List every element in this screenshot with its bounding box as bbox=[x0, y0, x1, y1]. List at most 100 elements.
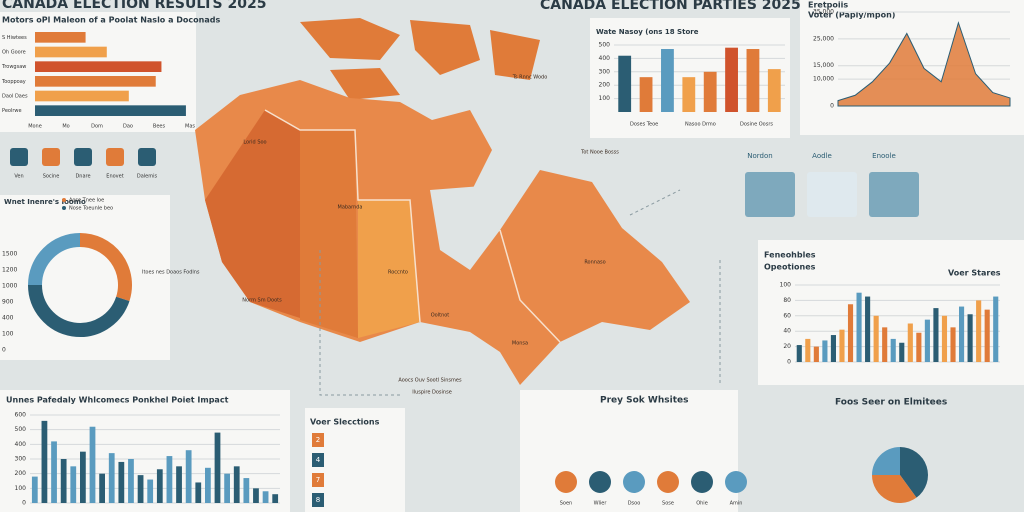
bar bbox=[35, 61, 162, 72]
step-number: 4 bbox=[316, 456, 321, 464]
icon bbox=[138, 148, 156, 166]
icon bbox=[691, 471, 713, 493]
bar bbox=[865, 296, 871, 362]
bar bbox=[639, 77, 653, 112]
icon bbox=[555, 471, 577, 493]
province bbox=[300, 130, 358, 338]
y-tick-label: 0 bbox=[787, 359, 791, 366]
bar bbox=[35, 105, 186, 116]
bar bbox=[70, 466, 77, 503]
pie-slice bbox=[872, 475, 917, 504]
bar bbox=[224, 473, 230, 503]
title: CANADA ELECTION RESULTS 2025 bbox=[2, 0, 266, 12]
panel bbox=[0, 390, 290, 512]
bar bbox=[35, 90, 129, 102]
step-number: 2 bbox=[316, 436, 320, 444]
bar bbox=[916, 332, 922, 362]
bar-label: S Hiwtees bbox=[2, 35, 27, 41]
y-tick-label: 200 bbox=[15, 470, 27, 477]
panel-title: Wnet Inenre's Ioomo bbox=[4, 198, 86, 206]
icon bbox=[74, 148, 92, 166]
step bbox=[312, 433, 324, 447]
bar bbox=[984, 309, 990, 362]
bar bbox=[967, 314, 973, 362]
bar bbox=[899, 342, 905, 362]
y-tick-label: 1500 bbox=[2, 251, 17, 258]
bar bbox=[839, 329, 845, 362]
bar bbox=[185, 450, 192, 503]
bar bbox=[725, 47, 738, 112]
y-tick-label: 60 bbox=[783, 312, 791, 319]
panel bbox=[520, 390, 738, 512]
legend-label: Nose Toeunle beo bbox=[69, 206, 113, 212]
bar bbox=[805, 338, 811, 362]
y-tick-label: 15,000 bbox=[813, 62, 834, 69]
icon bbox=[725, 471, 747, 493]
icon-label: Amin bbox=[730, 501, 743, 507]
icon-label: Dnare bbox=[75, 174, 90, 180]
legend-dot bbox=[62, 206, 66, 210]
step bbox=[312, 453, 324, 467]
y-tick-label: 400 bbox=[599, 55, 611, 62]
borders bbox=[264, 109, 561, 343]
legend-label: Aose Tnee loe bbox=[69, 198, 104, 204]
x-label: Dom bbox=[91, 124, 103, 130]
bar bbox=[80, 451, 86, 503]
step bbox=[312, 473, 324, 487]
bar bbox=[703, 71, 717, 112]
bar bbox=[147, 479, 154, 503]
y-tick-label: 80 bbox=[783, 297, 791, 304]
x-label: Dao bbox=[123, 124, 133, 130]
panel-title: Unnes Pafedaly Whlcomecs Ponkhel Poiet I… bbox=[6, 396, 229, 405]
area bbox=[837, 21, 1011, 107]
map-label: Norm Sm Doots bbox=[242, 298, 282, 304]
y-tick-label: 0 bbox=[2, 347, 6, 354]
bar bbox=[51, 441, 57, 503]
bar bbox=[205, 467, 211, 503]
panel-title: Feneohbles bbox=[764, 251, 816, 260]
bar bbox=[873, 315, 879, 362]
bar bbox=[60, 459, 67, 503]
note: Itoes nes Doaos Fodlns bbox=[142, 270, 200, 276]
hudson-bay bbox=[430, 185, 500, 270]
bar bbox=[682, 77, 696, 112]
bar bbox=[890, 338, 896, 362]
bar bbox=[243, 478, 250, 503]
map-label: Mabarnda bbox=[338, 205, 363, 211]
subtitle: CANADA ELECTION PARTIES 2025 bbox=[540, 0, 801, 13]
map-label: Ts Rnnc Wodo bbox=[512, 75, 548, 81]
map-label: Monsa bbox=[512, 341, 528, 347]
icon-label: Wlier bbox=[594, 501, 608, 507]
icon-label: Soen bbox=[560, 501, 572, 507]
panel-title: Motors oPl Maleon of a Poolat Naslo a Do… bbox=[2, 16, 220, 25]
bar bbox=[31, 476, 38, 503]
y-tick-label: 100 bbox=[2, 331, 14, 338]
province bbox=[358, 200, 420, 338]
bar bbox=[796, 345, 802, 362]
y-tick-label: 500 bbox=[15, 426, 27, 433]
bar bbox=[813, 346, 819, 362]
icon-label: Ven bbox=[14, 174, 23, 180]
icon bbox=[589, 471, 611, 493]
y-tick-label: 300 bbox=[15, 456, 27, 463]
step-number: 8 bbox=[316, 496, 320, 504]
bar bbox=[882, 327, 888, 362]
bar bbox=[907, 323, 913, 362]
step-number: 7 bbox=[316, 476, 320, 484]
bar bbox=[924, 319, 930, 362]
pie-slice bbox=[872, 447, 900, 475]
bar bbox=[959, 306, 965, 362]
y-tick-label: 20 bbox=[783, 343, 791, 350]
icon bbox=[10, 148, 28, 166]
panel-subtitle: Voter (Paply/mpon) bbox=[808, 11, 895, 20]
map-label: Ronnaso bbox=[584, 260, 605, 266]
y-tick-label: 400 bbox=[2, 315, 14, 322]
bar bbox=[99, 473, 105, 503]
legend-label: Nasoo Drmo bbox=[685, 122, 716, 128]
map-label: Lorid Soo bbox=[243, 140, 266, 146]
province bbox=[205, 110, 300, 318]
y-tick-label: 0 bbox=[830, 103, 834, 110]
icon bbox=[106, 148, 124, 166]
icon-label: Dsoo bbox=[628, 501, 641, 507]
y-tick-label: 100 bbox=[780, 282, 792, 289]
